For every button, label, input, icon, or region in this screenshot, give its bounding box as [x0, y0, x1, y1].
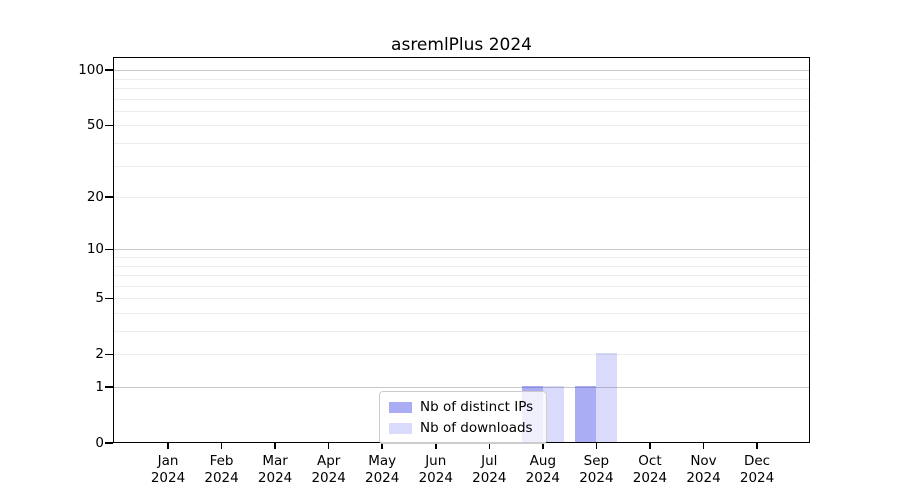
plot-area: Nb of distinct IPs Nb of downloads	[113, 57, 810, 444]
x-tick-label-dec: Dec 2024	[739, 453, 775, 486]
x-tick-oct-2024	[649, 443, 651, 449]
gridline-4	[114, 313, 809, 314]
legend: Nb of distinct IPs Nb of downloads	[379, 391, 547, 444]
gridline-80	[114, 88, 809, 90]
bar-aug-2024-downloads	[542, 386, 564, 442]
legend-item-downloads: Nb of downloads	[389, 419, 537, 437]
gridline-8	[114, 265, 809, 267]
gridline-1	[114, 387, 809, 389]
chart-title: asremlPlus 2024	[391, 35, 532, 55]
x-tick-label-jun: Jun 2024	[418, 453, 453, 486]
legend-swatch-distinct-ips	[389, 401, 412, 413]
y-tick-5	[105, 297, 113, 300]
y-tick-label-100: 100	[78, 62, 104, 79]
x-tick-label-apr: Apr 2024	[311, 453, 346, 486]
y-tick-label-50: 50	[86, 117, 104, 134]
gridline-3	[114, 331, 809, 333]
legend-item-distinct-ips: Nb of distinct IPs	[389, 398, 537, 416]
y-tick-2	[105, 353, 113, 356]
y-tick-10	[105, 248, 113, 251]
y-tick-20	[105, 196, 113, 198]
y-tick-100	[105, 69, 113, 71]
x-tick-label-aug: Aug 2024	[525, 453, 561, 486]
y-tick-50	[105, 124, 113, 127]
gridline-2	[114, 354, 809, 356]
x-tick-label-sep: Sep 2024	[579, 453, 614, 486]
gridline-90	[114, 78, 809, 80]
y-tick-label-10: 10	[86, 241, 104, 258]
gridline-10	[114, 249, 809, 251]
legend-label-downloads: Nb of downloads	[420, 420, 533, 436]
y-tick-label-20: 20	[86, 189, 104, 206]
gridline-6	[114, 285, 809, 287]
y-tick-label-2: 2	[95, 346, 104, 363]
gridline-9	[114, 257, 809, 259]
y-tick-label-5: 5	[95, 290, 104, 307]
x-tick-aug-2024	[542, 443, 544, 449]
legend-label-distinct-ips: Nb of distinct IPs	[420, 399, 534, 415]
gridline-70	[114, 98, 809, 100]
x-tick-dec-2024	[756, 443, 758, 449]
gridline-40	[114, 143, 809, 145]
x-tick-label-feb: Feb 2024	[204, 453, 239, 486]
gridline-7	[114, 275, 809, 277]
bar-sep-2024-distinct-ips	[575, 386, 597, 442]
x-tick-label-jul: Jul 2024	[472, 453, 507, 486]
gridline-50	[114, 125, 809, 127]
x-tick-jul-2024	[488, 443, 491, 449]
gridline-60	[114, 110, 809, 112]
x-tick-may-2024	[381, 443, 383, 449]
x-tick-apr-2024	[327, 443, 330, 449]
x-tick-label-oct: Oct 2024	[632, 453, 668, 486]
y-tick-0	[105, 442, 113, 444]
x-tick-label-nov: Nov 2024	[686, 453, 721, 486]
x-tick-label-mar: Mar 2024	[257, 453, 293, 486]
gridline-5	[114, 298, 809, 300]
x-tick-label-may: May 2024	[365, 453, 400, 486]
x-tick-sep-2024	[595, 443, 598, 449]
y-tick-label-1: 1	[95, 379, 104, 396]
gridline-30	[114, 165, 809, 167]
x-tick-nov-2024	[702, 443, 705, 449]
gridline-20	[114, 197, 809, 199]
x-tick-label-jan: Jan 2024	[150, 453, 186, 486]
bar-sep-2024-downloads	[596, 353, 618, 442]
x-tick-feb-2024	[220, 443, 223, 449]
x-tick-jan-2024	[167, 443, 169, 449]
y-tick-1	[105, 386, 113, 388]
gridline-100	[114, 70, 809, 72]
x-tick-mar-2024	[274, 443, 276, 449]
x-tick-jun-2024	[435, 443, 437, 449]
y-tick-label-0: 0	[95, 435, 104, 451]
legend-swatch-downloads	[389, 422, 412, 434]
